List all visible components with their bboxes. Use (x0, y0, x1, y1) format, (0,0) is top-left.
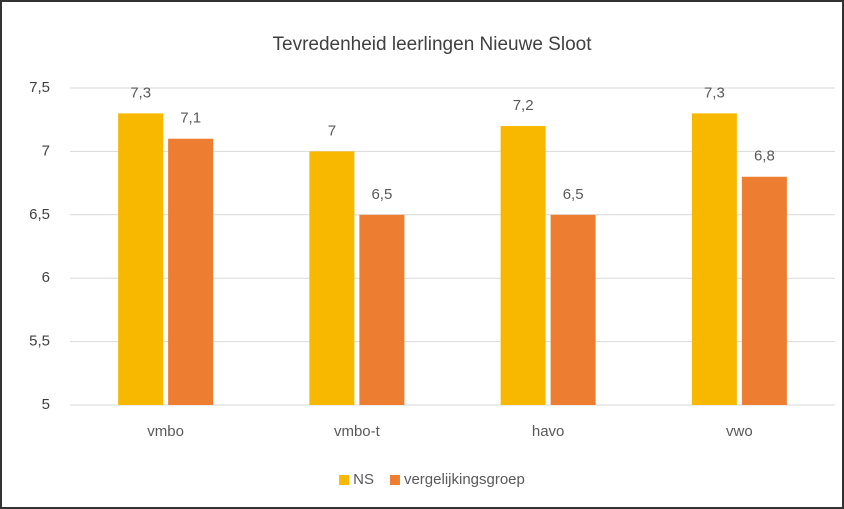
legend-swatch (389, 475, 400, 485)
bar (691, 113, 737, 406)
x-tick-label: vmbo (147, 423, 184, 440)
bar (359, 214, 405, 405)
x-tick-label: havo (532, 423, 565, 440)
bar (500, 126, 546, 405)
bar (550, 214, 596, 405)
y-tick-label: 7,5 (29, 79, 50, 96)
data-label: 7,2 (513, 97, 534, 114)
bar (309, 151, 355, 405)
data-label: 6,8 (754, 148, 775, 165)
data-label: 6,5 (371, 186, 392, 203)
chart-title: Tevredenheid leerlingen Nieuwe Sloot (273, 34, 593, 55)
y-tick-label: 5 (42, 396, 50, 413)
legend-label: NS (353, 471, 374, 488)
legend-label: vergelijkingsgroep (404, 471, 525, 488)
data-label: 7,1 (180, 110, 201, 127)
x-tick-label: vmbo-t (334, 423, 381, 440)
bar (118, 113, 164, 406)
x-tick-label: vwo (726, 423, 753, 440)
data-label: 7,3 (704, 84, 725, 101)
y-tick-label: 7 (42, 142, 50, 159)
data-label: 6,5 (563, 186, 584, 203)
legend-swatch (339, 475, 350, 485)
y-tick-label: 5,5 (29, 333, 50, 350)
data-label: 7 (328, 122, 336, 139)
bar (168, 138, 214, 405)
bar (741, 176, 787, 405)
y-tick-label: 6 (42, 269, 50, 286)
data-label: 7,3 (130, 84, 151, 101)
y-tick-label: 6,5 (29, 206, 50, 223)
